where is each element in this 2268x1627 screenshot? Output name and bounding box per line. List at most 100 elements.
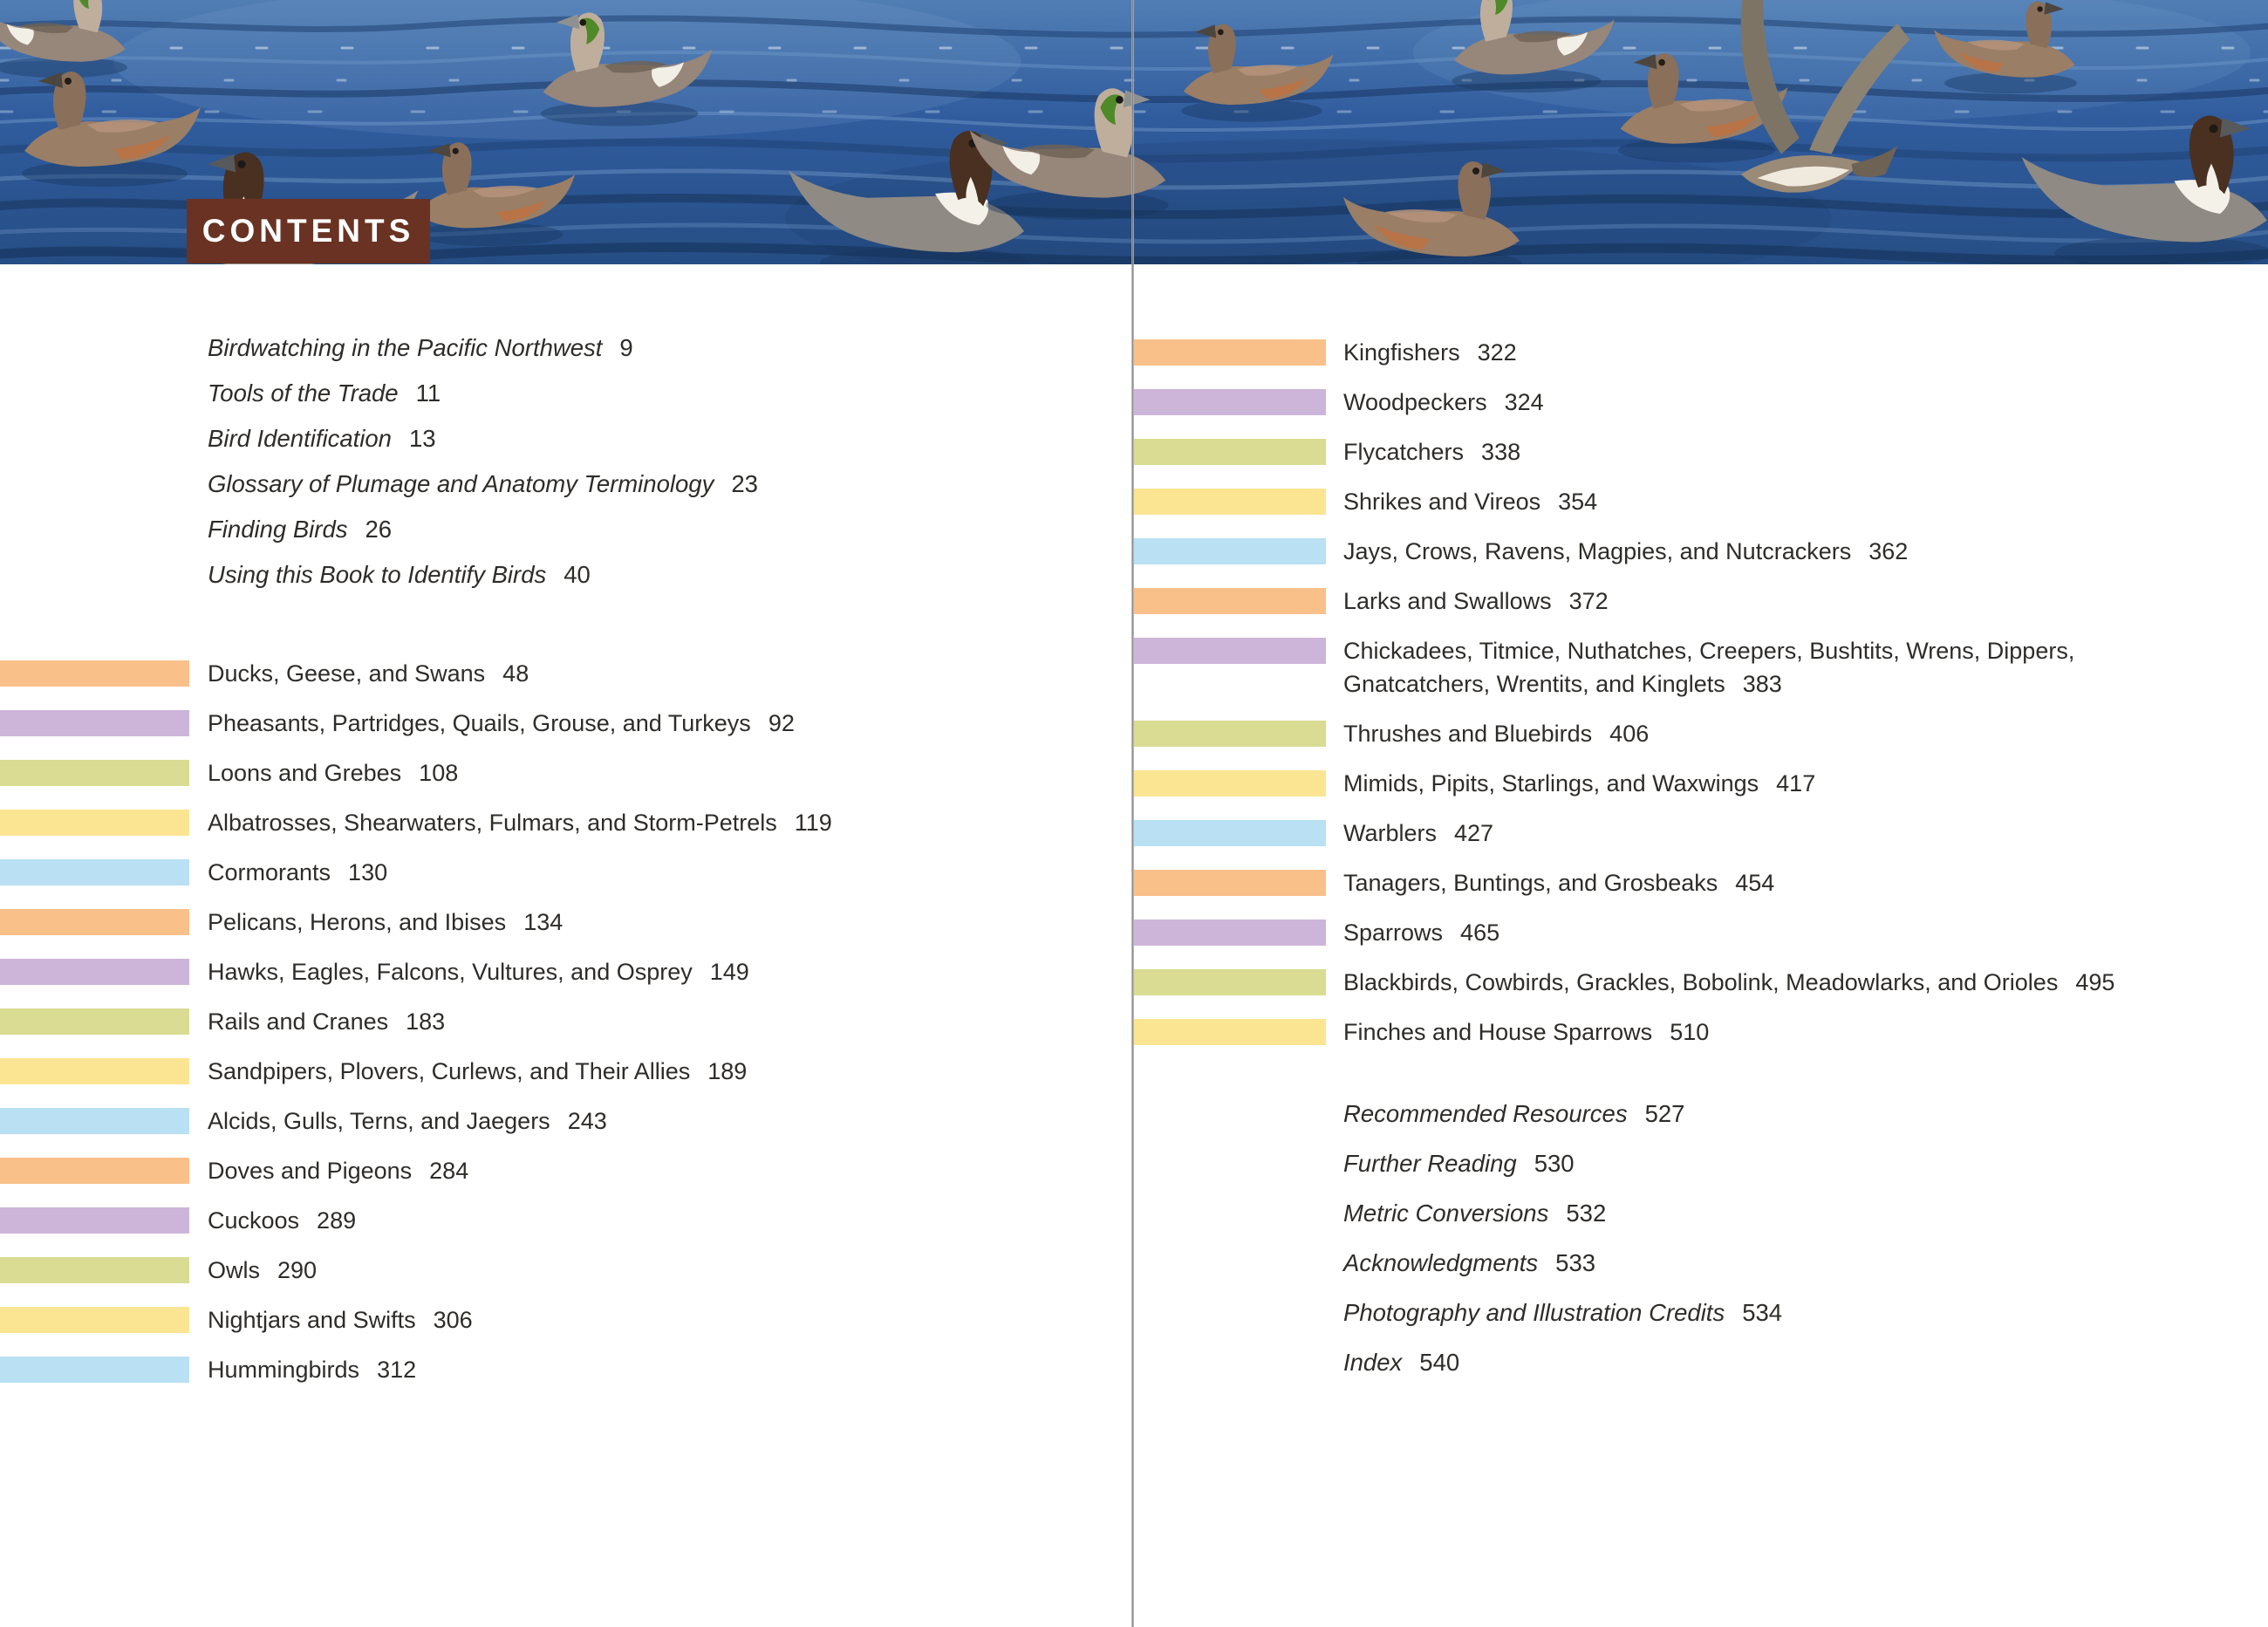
category-color-bar bbox=[0, 1158, 189, 1184]
entry-title: Larks and Swallows bbox=[1343, 588, 1552, 614]
category-color-bar bbox=[1134, 1019, 1326, 1045]
toc-chapter-entry: Nightjars and Swifts 306 bbox=[0, 1303, 1131, 1336]
toc-chapter-entry: Sparrows 465 bbox=[1134, 916, 2268, 949]
entry-title: Pelicans, Herons, and Ibises bbox=[208, 909, 507, 935]
entry-title: Birdwatching in the Pacific Northwest bbox=[208, 334, 603, 361]
category-color-bar bbox=[1134, 389, 1326, 415]
entry-page-number: 40 bbox=[564, 561, 591, 588]
entry-page-number: 354 bbox=[1558, 489, 1598, 515]
category-color-bar bbox=[0, 1357, 189, 1383]
entry-label: Hummingbirds 312 bbox=[189, 1353, 416, 1386]
toc-chapter-entry: Larks and Swallows 372 bbox=[1134, 584, 2268, 618]
entry-label: Jays, Crows, Ravens, Magpies, and Nutcra… bbox=[1326, 535, 1908, 568]
toc-chapter-entry: Pelicans, Herons, and Ibises 134 bbox=[0, 906, 1131, 939]
category-color-bar bbox=[1134, 870, 1326, 896]
entry-page-number: 289 bbox=[317, 1207, 357, 1234]
entry-label: Larks and Swallows 372 bbox=[1326, 584, 1609, 618]
entry-page-number: 417 bbox=[1776, 770, 1816, 796]
contents-label: CONTENTS bbox=[187, 199, 430, 263]
entry-title: Further Reading bbox=[1343, 1150, 1517, 1177]
category-color-bar bbox=[1134, 588, 1326, 614]
toc-chapter-entry: Warblers 427 bbox=[1134, 817, 2268, 850]
toc-back-matter-entry: Metric Conversions 532 bbox=[1343, 1197, 2216, 1230]
entry-page-number: 495 bbox=[2075, 969, 2115, 995]
entry-page-number: 9 bbox=[619, 334, 633, 361]
entry-label: Kingfishers 322 bbox=[1326, 336, 1517, 369]
entry-title: Chickadees, Titmice, Nuthatches, Creeper… bbox=[1343, 638, 2075, 697]
entry-label: Loons and Grebes 108 bbox=[189, 756, 458, 790]
entry-page-number: 372 bbox=[1568, 588, 1609, 614]
toc-back-matter-entry: Acknowledgments 533 bbox=[1343, 1247, 2216, 1280]
entry-page-number: 406 bbox=[1609, 721, 1650, 747]
toc-intro-entry: Birdwatching in the Pacific Northwest 9 bbox=[208, 332, 1080, 365]
entry-page-number: 454 bbox=[1735, 870, 1775, 896]
entry-page-number: 533 bbox=[1555, 1249, 1596, 1276]
entry-title: Acknowledgments bbox=[1343, 1249, 1539, 1276]
entry-title: Doves and Pigeons bbox=[208, 1158, 413, 1184]
entry-label: Chickadees, Titmice, Nuthatches, Creeper… bbox=[1326, 634, 2181, 701]
entry-title: Thrushes and Bluebirds bbox=[1343, 721, 1593, 747]
entry-label: Ducks, Geese, and Swans 48 bbox=[189, 657, 529, 690]
entry-label: Sandpipers, Plovers, Curlews, and Their … bbox=[189, 1055, 747, 1088]
toc-chapter-entry: Thrushes and Bluebirds 406 bbox=[1134, 717, 2268, 750]
toc-chapter-entry: Rails and Cranes 183 bbox=[0, 1005, 1131, 1038]
entry-title: Photography and Illustration Credits bbox=[1343, 1299, 1725, 1326]
category-color-bar bbox=[1134, 638, 1326, 664]
toc-intro-entry: Finding Birds 26 bbox=[208, 513, 1080, 546]
category-color-bar bbox=[1134, 969, 1326, 995]
category-color-bar bbox=[0, 859, 189, 885]
entry-label: Cuckoos 289 bbox=[189, 1204, 356, 1237]
entry-label: Flycatchers 338 bbox=[1326, 435, 1520, 468]
entry-title: Finding Birds bbox=[208, 516, 348, 543]
toc-back-matter-entry: Further Reading 530 bbox=[1343, 1147, 2216, 1180]
category-color-bar bbox=[0, 710, 189, 736]
entry-label: Cormorants 130 bbox=[189, 856, 387, 889]
category-color-bar bbox=[0, 1108, 189, 1134]
category-color-bar bbox=[1134, 820, 1326, 846]
entry-page-number: 134 bbox=[523, 909, 564, 935]
category-color-bar bbox=[0, 810, 189, 836]
entry-label: Warblers 427 bbox=[1326, 817, 1493, 850]
toc-chapter-entry: Cuckoos 289 bbox=[0, 1204, 1131, 1237]
entry-page-number: 532 bbox=[1566, 1200, 1607, 1227]
chapter-list-left: Ducks, Geese, and Swans 48 Pheasants, Par… bbox=[0, 657, 1131, 1403]
entry-page-number: 338 bbox=[1481, 439, 1521, 465]
entry-label: Mimids, Pipits, Starlings, and Waxwings 4… bbox=[1326, 767, 1815, 800]
entry-title: Hummingbirds bbox=[208, 1357, 360, 1383]
entry-title: Using this Book to Identify Birds bbox=[208, 561, 547, 588]
category-color-bar bbox=[0, 660, 189, 687]
entry-title: Jays, Crows, Ravens, Magpies, and Nutcra… bbox=[1343, 538, 1852, 564]
entry-page-number: 130 bbox=[348, 859, 388, 885]
entry-page-number: 149 bbox=[709, 959, 749, 985]
category-color-bar bbox=[1134, 721, 1326, 747]
category-color-bar bbox=[0, 1257, 189, 1283]
entry-page-number: 427 bbox=[1454, 820, 1494, 846]
entry-title: Owls bbox=[208, 1257, 260, 1283]
category-color-bar bbox=[0, 1307, 189, 1333]
category-color-bar bbox=[0, 1207, 189, 1234]
entry-page-number: 362 bbox=[1868, 538, 1909, 564]
entry-title: Kingfishers bbox=[1343, 339, 1460, 366]
entry-title: Ducks, Geese, and Swans bbox=[208, 660, 486, 687]
entry-page-number: 312 bbox=[377, 1357, 417, 1383]
entry-label: Finches and House Sparrows 510 bbox=[1326, 1015, 1709, 1049]
entry-page-number: 119 bbox=[794, 810, 832, 836]
toc-chapter-entry: Kingfishers 322 bbox=[1134, 336, 2268, 369]
toc-chapter-entry: Jays, Crows, Ravens, Magpies, and Nutcra… bbox=[1134, 535, 2268, 568]
entry-page-number: 530 bbox=[1534, 1150, 1575, 1177]
entry-title: Mimids, Pipits, Starlings, and Waxwings bbox=[1343, 770, 1759, 796]
entry-page-number: 48 bbox=[502, 660, 529, 687]
toc-chapter-entry: Doves and Pigeons 284 bbox=[0, 1154, 1131, 1187]
entry-page-number: 92 bbox=[768, 710, 795, 736]
entry-title: Alcids, Gulls, Terns, and Jaegers bbox=[208, 1108, 550, 1134]
entry-title: Woodpeckers bbox=[1343, 389, 1487, 415]
entry-page-number: 284 bbox=[429, 1158, 469, 1184]
entry-page-number: 26 bbox=[365, 516, 393, 543]
entry-page-number: 383 bbox=[1742, 671, 1782, 697]
entry-title: Metric Conversions bbox=[1343, 1200, 1549, 1227]
entry-page-number: 23 bbox=[731, 470, 758, 497]
entry-title: Cormorants bbox=[208, 859, 331, 885]
entry-title: Tanagers, Buntings, and Grosbeaks bbox=[1343, 870, 1718, 896]
category-color-bar bbox=[0, 959, 189, 985]
